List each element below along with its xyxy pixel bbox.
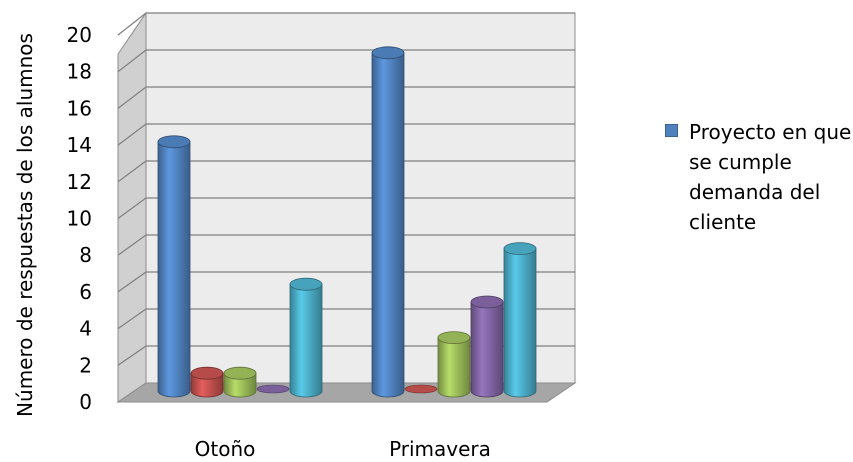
bars [157, 46, 537, 398]
y-tick-label: 8 [79, 243, 92, 267]
y-tick-label: 10 [67, 207, 92, 231]
y-axis-label: Número de respuestas de los alumnos [13, 33, 37, 417]
y-tick-label: 16 [67, 96, 92, 120]
gridline-side [117, 12, 147, 36]
bar-4-1 [256, 384, 290, 394]
x-category-label: Otoño [195, 437, 256, 461]
bar-2-2 [404, 384, 438, 394]
bar-4-2 [470, 295, 504, 398]
gridline-side [117, 234, 147, 256]
gridline-side [117, 308, 147, 330]
gridlines [117, 12, 575, 366]
gridline-side [117, 49, 147, 73]
gridline-side [117, 271, 147, 293]
gridline-side [117, 86, 147, 109]
y-tick-label: 4 [79, 317, 92, 341]
y-tick-label: 6 [79, 280, 92, 304]
y-tick-label: 18 [67, 60, 92, 84]
y-tick-label: 12 [67, 170, 92, 194]
bar-5-1 [289, 277, 323, 398]
y-tick-label: 20 [67, 23, 92, 47]
y-tick-label: 14 [67, 133, 92, 157]
y-tick-label: 0 [79, 390, 92, 414]
bar-1-2 [371, 46, 405, 398]
gridline-side [117, 345, 147, 366]
x-category-label: Primavera [389, 437, 491, 461]
legend-label-series-1: Proyecto en que se cumple demanda del cl… [689, 120, 852, 234]
x-axis-categories: Otoño Primavera [195, 437, 491, 461]
legend-swatch-series-1 [665, 124, 678, 137]
y-axis-ticks: 0 2 4 6 8 10 12 14 16 18 20 [67, 23, 92, 414]
bar-3-2 [437, 331, 471, 398]
bar-3-1 [223, 366, 257, 398]
gridline-side [117, 123, 147, 146]
side-wall [117, 11, 147, 403]
bar-5-2 [503, 242, 537, 398]
gridline-side [117, 160, 147, 183]
y-tick-label: 2 [79, 353, 92, 377]
bar-1-1 [157, 135, 191, 398]
bar-2-1 [190, 366, 224, 398]
gridline-side [117, 197, 147, 219]
